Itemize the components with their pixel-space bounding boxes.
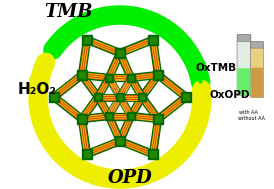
- Polygon shape: [77, 70, 87, 80]
- Polygon shape: [84, 37, 90, 43]
- Polygon shape: [153, 70, 163, 80]
- Polygon shape: [117, 50, 123, 56]
- Polygon shape: [148, 149, 158, 159]
- Polygon shape: [94, 93, 102, 101]
- Polygon shape: [84, 151, 90, 157]
- Polygon shape: [183, 94, 189, 100]
- Polygon shape: [82, 35, 92, 45]
- FancyBboxPatch shape: [251, 42, 263, 49]
- Text: OxOPD: OxOPD: [210, 90, 250, 100]
- Polygon shape: [155, 72, 161, 78]
- Polygon shape: [155, 116, 161, 122]
- Polygon shape: [127, 74, 135, 82]
- FancyBboxPatch shape: [238, 68, 250, 95]
- Text: H₂O₂: H₂O₂: [18, 83, 57, 98]
- FancyBboxPatch shape: [251, 68, 263, 97]
- Polygon shape: [129, 76, 133, 80]
- Polygon shape: [150, 37, 156, 43]
- Polygon shape: [105, 74, 113, 82]
- Polygon shape: [105, 112, 113, 120]
- Polygon shape: [153, 114, 163, 124]
- Polygon shape: [139, 95, 144, 99]
- Polygon shape: [138, 93, 146, 101]
- FancyBboxPatch shape: [237, 35, 251, 43]
- Polygon shape: [107, 76, 112, 80]
- Polygon shape: [49, 92, 59, 102]
- Polygon shape: [107, 114, 112, 119]
- Polygon shape: [115, 136, 125, 146]
- Text: OPD: OPD: [108, 169, 152, 187]
- Polygon shape: [118, 95, 122, 99]
- Polygon shape: [96, 95, 100, 99]
- Polygon shape: [115, 48, 125, 58]
- Polygon shape: [129, 114, 133, 119]
- Polygon shape: [77, 114, 87, 124]
- FancyBboxPatch shape: [250, 48, 264, 98]
- Polygon shape: [148, 35, 158, 45]
- Polygon shape: [117, 138, 123, 144]
- Polygon shape: [79, 116, 85, 122]
- Polygon shape: [181, 92, 191, 102]
- Text: with AA: with AA: [239, 109, 258, 115]
- Polygon shape: [150, 151, 156, 157]
- Text: without AA: without AA: [238, 115, 266, 121]
- Polygon shape: [82, 149, 92, 159]
- Text: TMB: TMB: [44, 3, 92, 21]
- Polygon shape: [116, 93, 124, 101]
- FancyBboxPatch shape: [237, 42, 251, 95]
- Polygon shape: [127, 112, 135, 120]
- Text: OxTMB: OxTMB: [195, 63, 236, 73]
- Polygon shape: [79, 72, 85, 78]
- Polygon shape: [51, 94, 57, 100]
